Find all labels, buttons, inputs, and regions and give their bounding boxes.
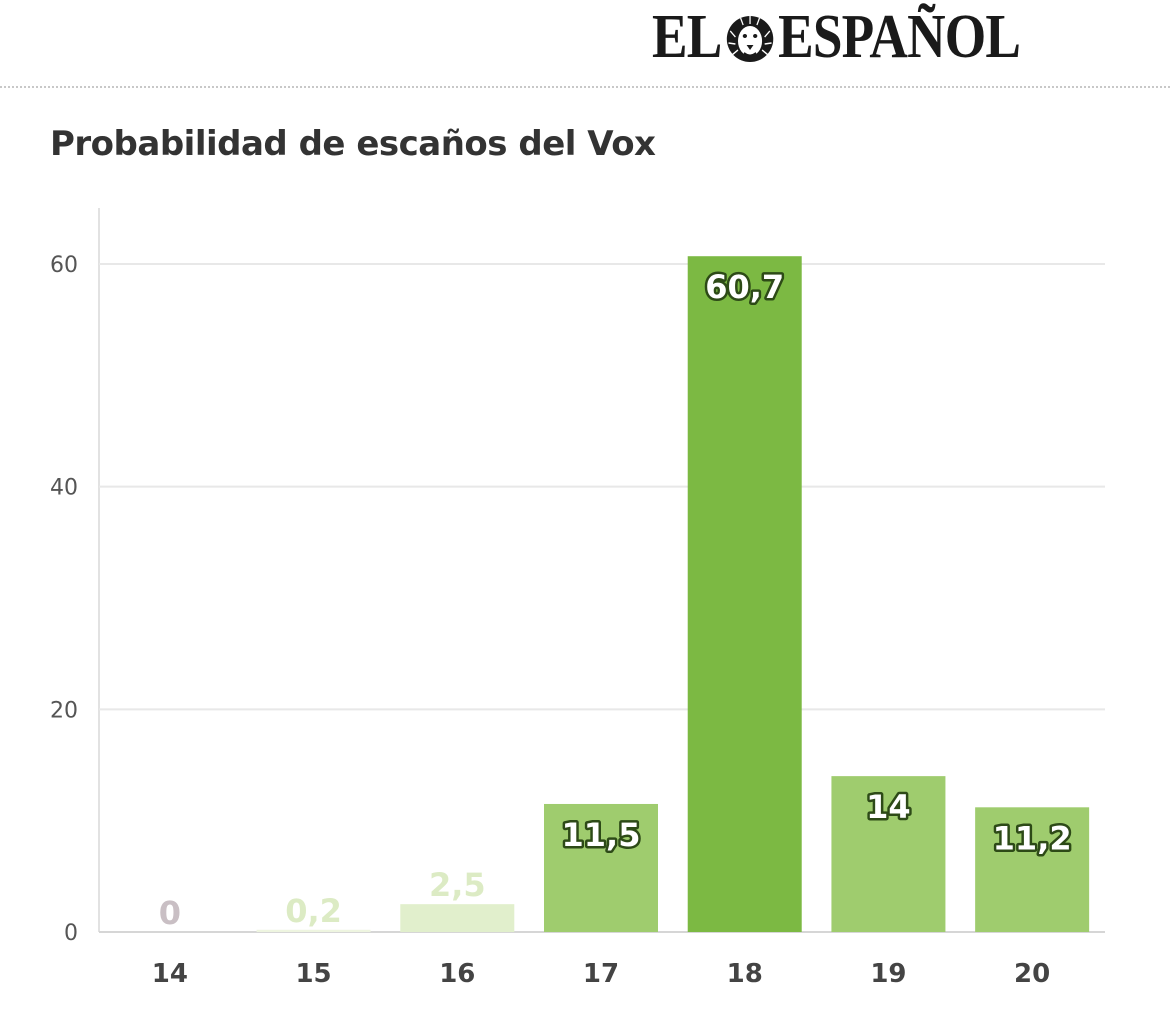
x-tick-label: 20 <box>1014 959 1050 989</box>
brand-header: EL ESPAÑOL <box>0 0 1170 86</box>
y-tick-label: 60 <box>50 253 78 278</box>
x-tick-label: 15 <box>295 959 331 989</box>
bar <box>400 904 515 932</box>
lion-head-icon <box>726 16 774 62</box>
bar <box>975 807 1090 932</box>
bar <box>687 256 802 932</box>
bar-value-label: 0,2 <box>285 892 342 930</box>
header-divider <box>0 86 1170 88</box>
x-tick-label: 14 <box>152 959 188 989</box>
y-tick-label: 0 <box>64 921 78 946</box>
bar-chart: 0 20 40 60 0 14 0,2 15 2,5 16 11,5 17 60,7 18 14 19 11,2… <box>50 208 1105 989</box>
y-tick-label: 40 <box>50 476 78 501</box>
bar-value-label: 11,5 <box>562 816 641 854</box>
bar-value-label: 0 <box>159 894 181 932</box>
bar <box>831 776 946 932</box>
brand-logo: EL ESPAÑOL <box>652 3 1021 71</box>
brand-left: EL <box>652 3 722 71</box>
bar-value-label: 11,2 <box>993 819 1072 857</box>
x-tick-label: 18 <box>727 959 763 989</box>
x-tick-label: 17 <box>583 959 619 989</box>
bar <box>544 803 658 932</box>
x-tick-label: 16 <box>439 959 475 989</box>
y-tick-label: 20 <box>50 698 78 723</box>
bar-value-label: 2,5 <box>429 866 486 904</box>
x-tick-label: 19 <box>870 959 906 989</box>
chart-title: Probabilidad de escaños del Vox <box>50 124 656 164</box>
bar <box>256 929 371 932</box>
bar-value-label: 60,7 <box>705 268 784 306</box>
bar-value-label: 14 <box>866 788 911 826</box>
brand-right: ESPAÑOL <box>778 3 1021 71</box>
